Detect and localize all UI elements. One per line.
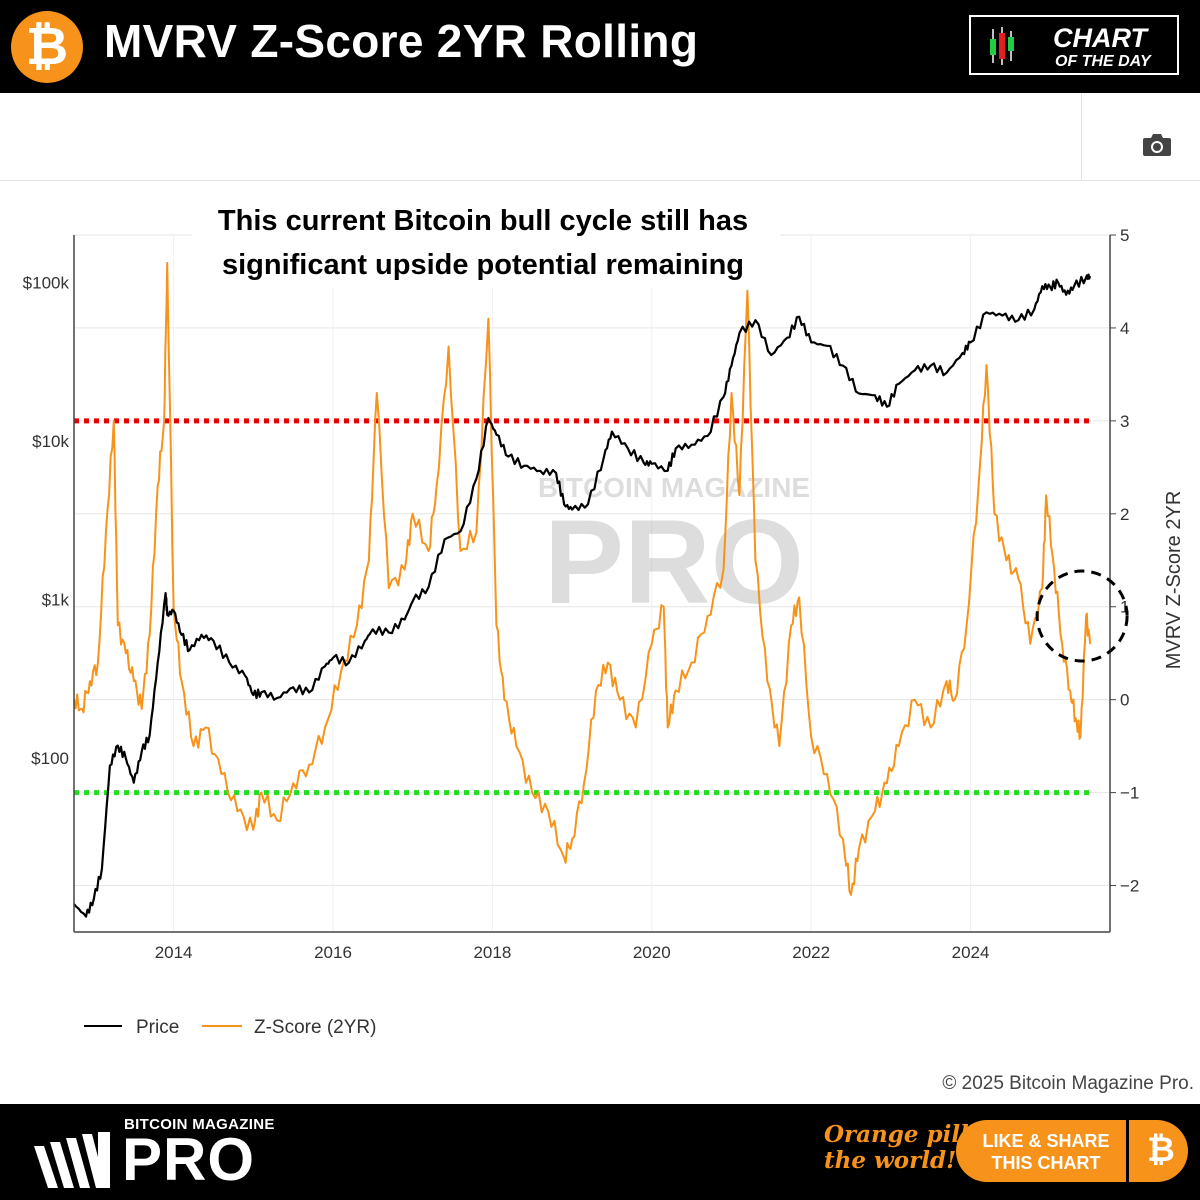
x-tick-label: 2024 [952,943,990,962]
slogan-line-1: Orange pill [824,1121,969,1148]
bitcoin-icon: ₿ [11,11,83,83]
legend-zscore-label: Z-Score (2YR) [254,1017,376,1038]
x-tick-label: 2020 [633,943,671,962]
badge-chart-text: CHART [1053,23,1147,53]
annotation-box [192,202,780,288]
left-tick-label: $1k [42,591,70,610]
x-tick-label: 2018 [473,943,511,962]
candlestick-icon [990,27,1014,65]
camera-icon[interactable] [1142,133,1172,157]
footer-brand-big: PRO [122,1126,256,1193]
footer-brand-small: BITCOIN MAGAZINE [124,1116,275,1133]
chart-axes [73,234,1116,933]
chart-toolbar [0,93,1200,181]
legend-price-label: Price [136,1017,179,1038]
x-tick-label: 2022 [792,943,830,962]
watermark-small-text: BITCOIN MAGAZINE [538,472,810,503]
right-tick-label: 2 [1120,505,1129,524]
mvrv-chart: BITCOIN MAGAZINE PRO −2−1012345$100$1k$1… [23,202,1194,1094]
annotation-line-1: This current Bitcoin bull cycle still ha… [218,205,748,237]
right-tick-label: 0 [1120,691,1129,710]
right-tick-label: 3 [1120,412,1129,431]
x-tick-label: 2016 [314,943,352,962]
chart-grid [74,234,1110,932]
right-tick-label: −2 [1120,877,1139,896]
badge-of-the-day-text: OF THE DAY [1055,53,1151,70]
share-label-line-2: THIS CHART [991,1153,1101,1173]
watermark-big-text: PRO [544,495,804,629]
chart-legend: Price Z-Score (2YR) [84,1017,376,1038]
bitcoin-icon: ₿ [1147,1130,1175,1170]
footer-bar: BITCOIN MAGAZINE PRO Orange pill the wor… [0,1104,1200,1200]
price-series-line [73,273,1092,918]
share-label-line-1: LIKE & SHARE [982,1131,1110,1151]
page-title: MVRV Z-Score 2YR Rolling [104,15,699,67]
left-tick-label: $10k [32,432,69,451]
header-bar: ₿ MVRV Z-Score 2YR Rolling CHART OF THE … [0,0,1200,93]
annotation-line-2: significant upside potential remaining [222,249,744,281]
right-axis-label: MVRV Z-Score 2YR [1163,491,1185,670]
brand-stripes-logo [34,1132,110,1188]
footer-slogan: Orange pill the world! [824,1122,969,1174]
right-tick-label: −1 [1120,784,1139,803]
slogan-line-2: the world! [824,1147,957,1174]
chart-of-the-day-badge: CHART OF THE DAY [969,15,1179,75]
zscore-series-line [73,261,1092,896]
right-tick-label: 5 [1120,226,1129,245]
share-button-divider [1126,1120,1129,1182]
like-share-button[interactable]: LIKE & SHARE THIS CHART ₿ [956,1120,1188,1182]
toolbar-divider [1081,93,1082,180]
share-button-label: LIKE & SHARE THIS CHART [976,1130,1116,1174]
chart-lines [73,261,1092,918]
left-tick-label: $100k [23,274,70,293]
highlight-circle [1035,569,1129,663]
x-tick-label: 2014 [155,943,193,962]
copyright-text: © 2025 Bitcoin Magazine Pro. [942,1073,1194,1094]
left-tick-label: $100 [31,749,69,768]
right-tick-label: 4 [1120,319,1129,338]
watermark: BITCOIN MAGAZINE PRO [538,472,810,629]
